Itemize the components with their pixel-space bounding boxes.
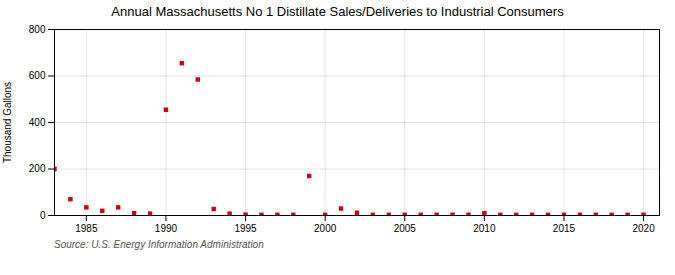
svg-text:600: 600 — [29, 70, 46, 81]
svg-text:1995: 1995 — [234, 223, 257, 234]
svg-text:200: 200 — [29, 163, 46, 174]
svg-text:800: 800 — [29, 24, 46, 35]
html-text:Source: U.S. Energy Informatio: Source: U.S. Energy Information Administ… — [54, 239, 264, 250]
svg-text:2010: 2010 — [473, 223, 496, 234]
svg-text:1985: 1985 — [75, 223, 98, 234]
svg-text:Thousand Gallons: Thousand Gallons — [2, 82, 13, 163]
svg-text:2005: 2005 — [394, 223, 417, 234]
svg-text:2020: 2020 — [632, 223, 655, 234]
svg-text:2000: 2000 — [314, 223, 337, 234]
svg-text:400: 400 — [29, 117, 46, 128]
svg-text:1990: 1990 — [155, 223, 178, 234]
html-text:Annual Massachusetts No 1 Dist: Annual Massachusetts No 1 Distillate Sal… — [111, 4, 564, 19]
svg-text:0: 0 — [40, 210, 46, 221]
svg-text:2015: 2015 — [553, 223, 576, 234]
